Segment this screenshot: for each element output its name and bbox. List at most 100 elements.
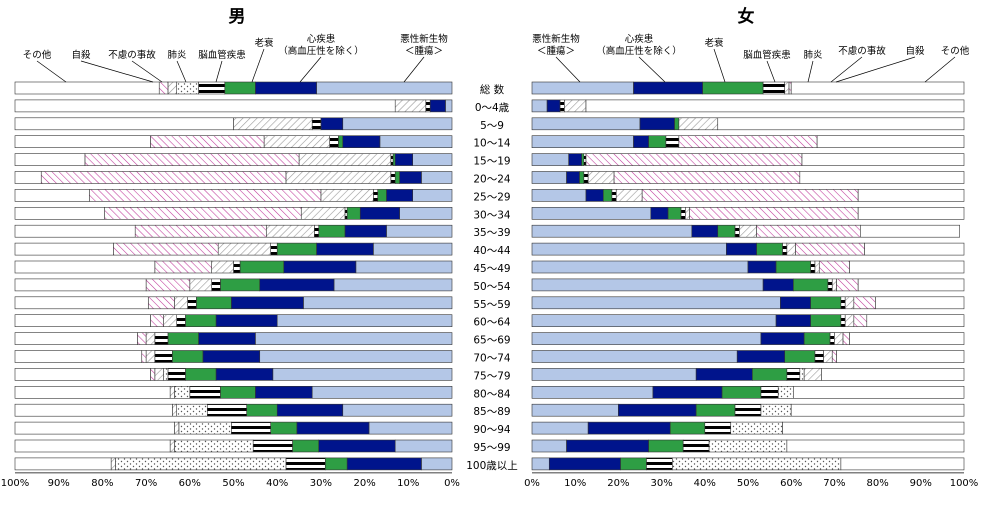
bar-segment-other [875,296,965,310]
bar-segment-suicide [40,171,287,184]
bar-segment-suicide [641,189,859,202]
bar-segment-other [14,99,396,113]
callout-leader [830,56,863,83]
bar-segment-accident [172,403,177,417]
bar-segment-pneumonia [682,439,710,453]
bar-segment-pneumonia [390,171,396,184]
bar-segment-cerebrovascular [220,385,256,399]
bar-segment-other [782,421,965,435]
bar-segment-suicide [756,224,861,238]
bar-segment-other [14,421,175,435]
bar-segment-cancer [531,457,550,471]
bar-segment-heart-disease [255,385,313,399]
bar-segment-other [14,260,156,274]
bar-segment-cancer [531,117,641,131]
bar-segment-other [860,224,960,238]
bar-segment-senility [174,439,254,453]
bar-segment-cancer [531,242,727,256]
bar-segment-other [14,135,151,148]
bar-segment-heart-disease [202,350,261,363]
bar-segment-heart-disease [320,117,344,131]
bar-segment-pneumonia [786,368,801,381]
bar-segment-pneumonia [734,224,740,238]
bar-segment-cancer [531,439,567,453]
bar-segment-suicide [788,81,792,95]
bar-segment-other [14,207,105,220]
callout-leader [80,60,154,83]
bar-segment-suicide [158,81,169,95]
bar-segment-other [866,314,965,328]
bar-segment-other [14,439,171,453]
bar-segment-suicide [150,368,156,381]
bar-segment-heart-disease [633,135,649,148]
x-tick-label: 30% [650,478,672,489]
bar-segment-cerebrovascular [292,439,320,453]
bar-segment-other [14,314,151,328]
callout-leader [131,60,163,83]
bar-segment-cancer [276,314,453,328]
callout-leader [835,56,916,83]
bar-segment-cerebrovascular [220,278,261,292]
bar-segment-heart-disease [255,81,317,95]
callout-leader [251,48,265,83]
callout-leader [555,56,581,83]
callout-leader [766,60,776,83]
bar-segment-accident [285,171,392,184]
x-tick-label: 90% [48,478,70,489]
panel-title-male: 男 [229,7,246,27]
bar-segment-heart-disease [633,81,703,95]
bar-segment-pneumonia [611,189,617,202]
callout-accident: 不慮の事故 [108,49,156,61]
category-label: 50～54 [473,281,511,293]
bar-segment-heart-disease [198,332,256,345]
bar-segment-pneumonia [167,368,186,381]
bar-segment-cerebrovascular [246,403,278,417]
bar-segment-cancer [272,368,453,381]
bar-segment-other [14,81,160,95]
bar-segment-cerebrovascular [394,171,400,184]
category-label: 35～39 [473,227,510,239]
bar-segment-senility [176,403,208,417]
bar-segment-accident [265,224,315,238]
bar-segment-pneumonia [810,260,816,274]
bar-segment-cerebrovascular [581,153,585,166]
bar-segment-accident [163,314,177,328]
category-label: 90～94 [473,424,511,436]
bar-segment-accident [154,368,164,381]
bar-segment-other [14,153,86,166]
bar-segment-suicide [150,135,265,148]
bar-segment-cancer [399,207,453,220]
bar-segment-cancer [445,99,453,113]
bar-segment-other [14,457,112,471]
bar-segment-cerebrovascular [270,421,298,435]
category-label: 60～64 [473,317,511,329]
bar-segment-heart-disease [259,278,335,292]
bar-segment-cancer [531,224,693,238]
bar-segment-other [801,153,965,166]
callout-senility: 老衰 [254,37,274,49]
x-tick-label: 0% [444,478,460,489]
bar-segment-pneumonia [231,421,271,435]
bar-segment-pneumonia [829,332,835,345]
bar-segment-pneumonia [314,224,320,238]
bar-segment-senility [163,368,169,381]
bar-segment-heart-disease [231,296,304,310]
bar-segment-cerebrovascular [648,439,684,453]
bar-segment-accident [174,296,188,310]
bar-segment-accident [784,81,790,95]
bar-segment-pneumonia [840,314,846,328]
category-label: 25～29 [473,191,510,203]
bar-segment-cerebrovascular [172,350,204,363]
bar-segment-accident [844,314,855,328]
bar-segment-accident [587,171,615,184]
bar-segment-heart-disease [429,99,446,113]
bar-segment-other [840,457,965,471]
bar-segment-pneumonia [270,242,278,256]
callout-cancer: 悪性新生物 [532,33,580,45]
bar-segment-other [14,368,151,381]
bar-segment-pneumonia [233,260,241,274]
callout-cerebrovascular: 脳血管疾患 [743,49,791,61]
bar-segment-pneumonia [782,242,788,256]
bar-segment-heart-disease [695,368,753,381]
